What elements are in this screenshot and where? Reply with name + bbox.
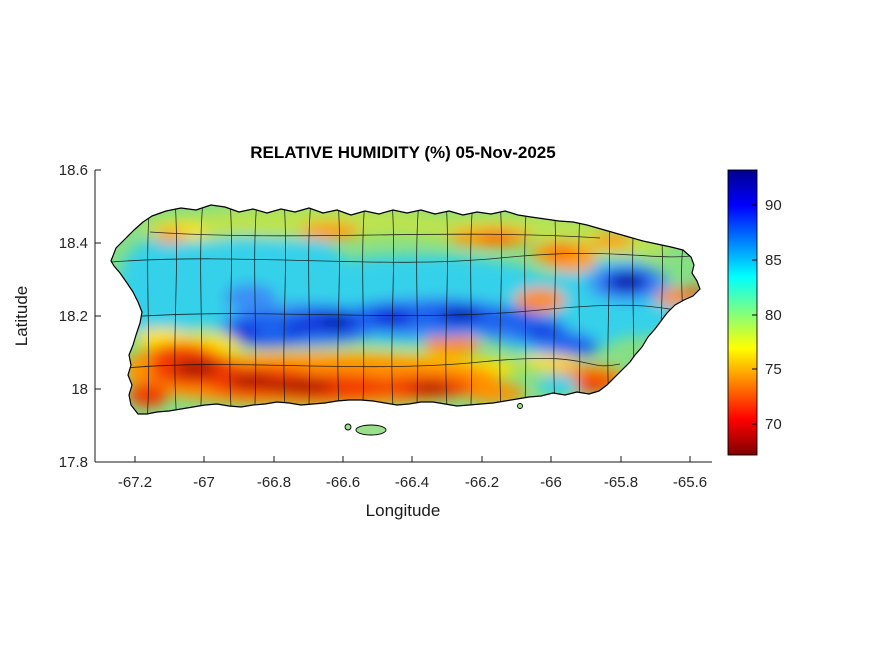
colorbar-tick-label: 75 (765, 361, 782, 378)
y-tick-label: 18.2 (59, 308, 88, 325)
heatmap-blobs (115, 207, 700, 407)
y-tick-label: 18 (71, 381, 88, 398)
x-tick-labels: -67.2 -67 -66.8 -66.6 -66.4 -66.2 -66 -6… (118, 474, 707, 491)
x-tick-label: -67.2 (118, 474, 152, 491)
x-tick-label: -67 (193, 474, 215, 491)
puerto-rico-coastline (110, 204, 701, 415)
y-tick-label: 17.8 (59, 454, 88, 471)
x-tick-label: -66.8 (257, 474, 291, 491)
y-tick-labels: 18.6 18.4 18.2 18 17.8 (59, 162, 88, 471)
colorbar-gradient (728, 170, 757, 455)
x-tick-label: -65.6 (673, 474, 707, 491)
colorbar-tick-label: 90 (765, 197, 782, 214)
y-axis-label: Latitude (12, 286, 31, 347)
x-tick-label: -66.2 (465, 474, 499, 491)
colorbar-tick-label: 70 (765, 416, 782, 433)
y-axis-ticks (95, 169, 101, 463)
x-tick-label: -65.8 (604, 474, 638, 491)
colorbar: 90 85 80 75 70 (727, 169, 782, 456)
x-tick-label: -66 (540, 474, 562, 491)
chart-title: RELATIVE HUMIDITY (%) 05-Nov-2025 (250, 143, 555, 162)
humidity-map (110, 204, 701, 436)
y-tick-label: 18.4 (59, 235, 88, 252)
offshore-islets (344, 403, 523, 436)
x-axis-label: Longitude (366, 501, 441, 520)
colorbar-border (727, 169, 758, 456)
colorbar-tick-label: 80 (765, 307, 782, 324)
x-tick-label: -66.6 (326, 474, 360, 491)
y-tick-label: 18.6 (59, 162, 88, 179)
x-axis-ticks (134, 456, 691, 462)
colorbar-ticks (752, 204, 757, 425)
x-tick-label: -66.4 (395, 474, 429, 491)
axes-lines (94, 169, 712, 463)
colorbar-tick-labels: 90 85 80 75 70 (765, 197, 782, 433)
colorbar-tick-label: 85 (765, 252, 782, 269)
